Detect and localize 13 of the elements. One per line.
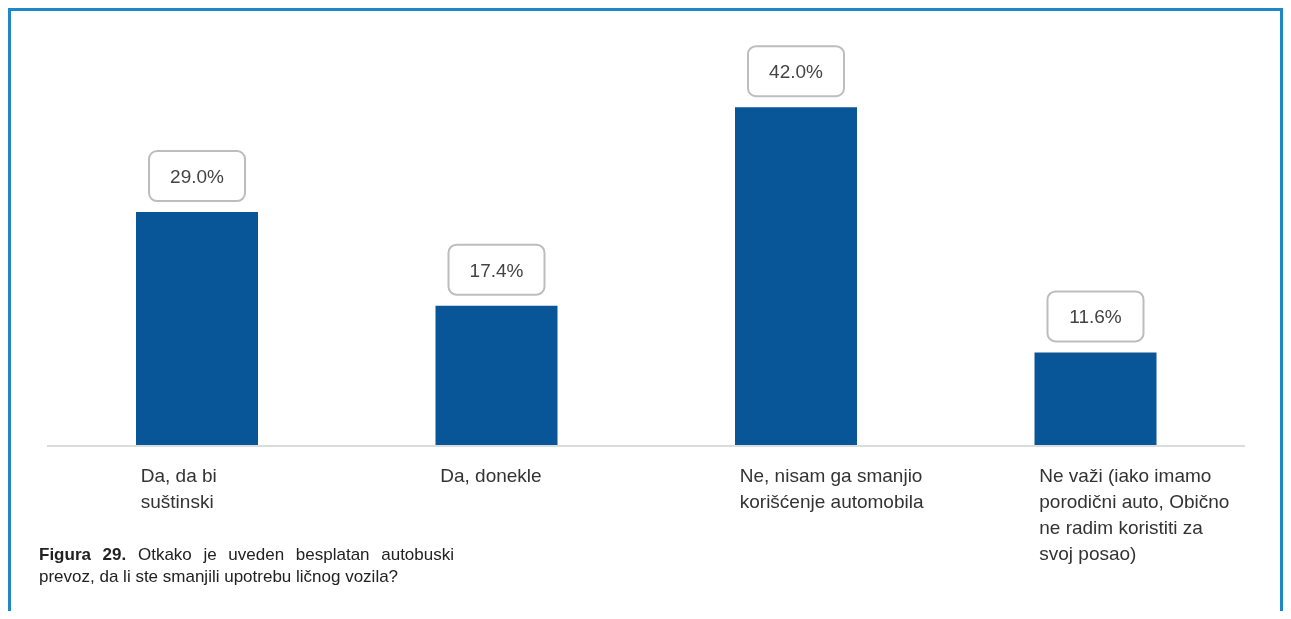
data-label: 29.0% — [170, 166, 225, 188]
bar — [435, 305, 558, 446]
bar — [1034, 352, 1157, 446]
bar — [735, 107, 857, 446]
x-tick-label: Ne važi (iako imamo porodični auto, Obično ne radim koristiti za svoj posao) — [1039, 465, 1230, 564]
data-label: 42.0% — [769, 61, 824, 83]
text: Figura 29. Otkako je uveden besplatan autobuski prevoz, da li ste smanjili upotrebu ličnog vozila? — [39, 544, 454, 588]
data-label: 11.6% — [1069, 306, 1122, 328]
x-tick-label: Da, donekle — [440, 465, 542, 486]
data-label: 17.4% — [469, 259, 524, 281]
x-tick-label: Da, da bi suštinski — [140, 465, 217, 512]
x-tick-label: Ne, nisam ga smanjio korišćenje automobila — [739, 465, 924, 512]
bar — [136, 212, 258, 446]
